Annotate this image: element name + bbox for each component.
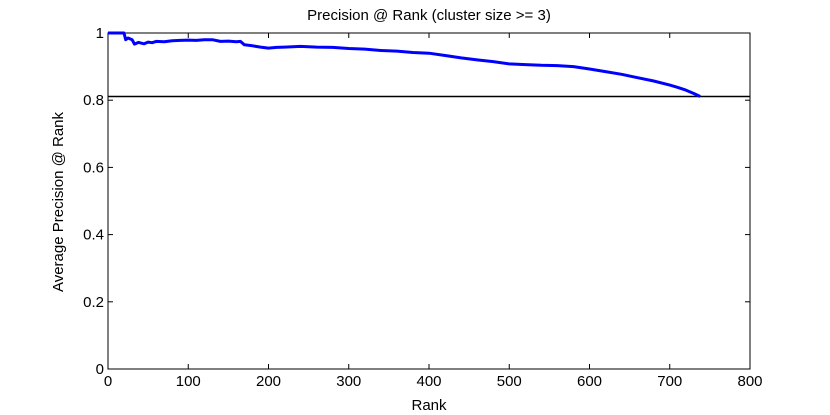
x-tick-label: 200	[256, 373, 281, 390]
series-line	[108, 31, 701, 98]
x-tick-label: 400	[416, 373, 441, 390]
chart-title: Precision @ Rank (cluster size >= 3)	[307, 7, 551, 24]
y-tick-label: 0.8	[83, 92, 104, 109]
x-tick-label: 600	[577, 373, 602, 390]
x-tick-label: 0	[104, 373, 112, 390]
x-tick-label: 500	[497, 373, 522, 390]
x-tick-label: 300	[336, 373, 361, 390]
x-axis-label: Rank	[411, 397, 447, 414]
y-tick-label: 0	[96, 361, 104, 378]
y-axis-label: Average Precision @ Rank	[50, 111, 67, 292]
y-tick-label: 0.2	[83, 294, 104, 311]
y-tick-label: 0.6	[83, 159, 104, 176]
x-tick-label: 100	[176, 373, 201, 390]
plot-frame	[107, 32, 751, 370]
x-tick-label: 800	[737, 373, 762, 390]
plot-area: 0 100 200 300 400 500 600 700 800 0 0.2 0.4 0.6 0.8 1	[83, 25, 762, 390]
y-tick-label: 0.4	[83, 227, 104, 244]
y-tick-label: 1	[96, 25, 104, 42]
x-tick-label: 700	[657, 373, 682, 390]
